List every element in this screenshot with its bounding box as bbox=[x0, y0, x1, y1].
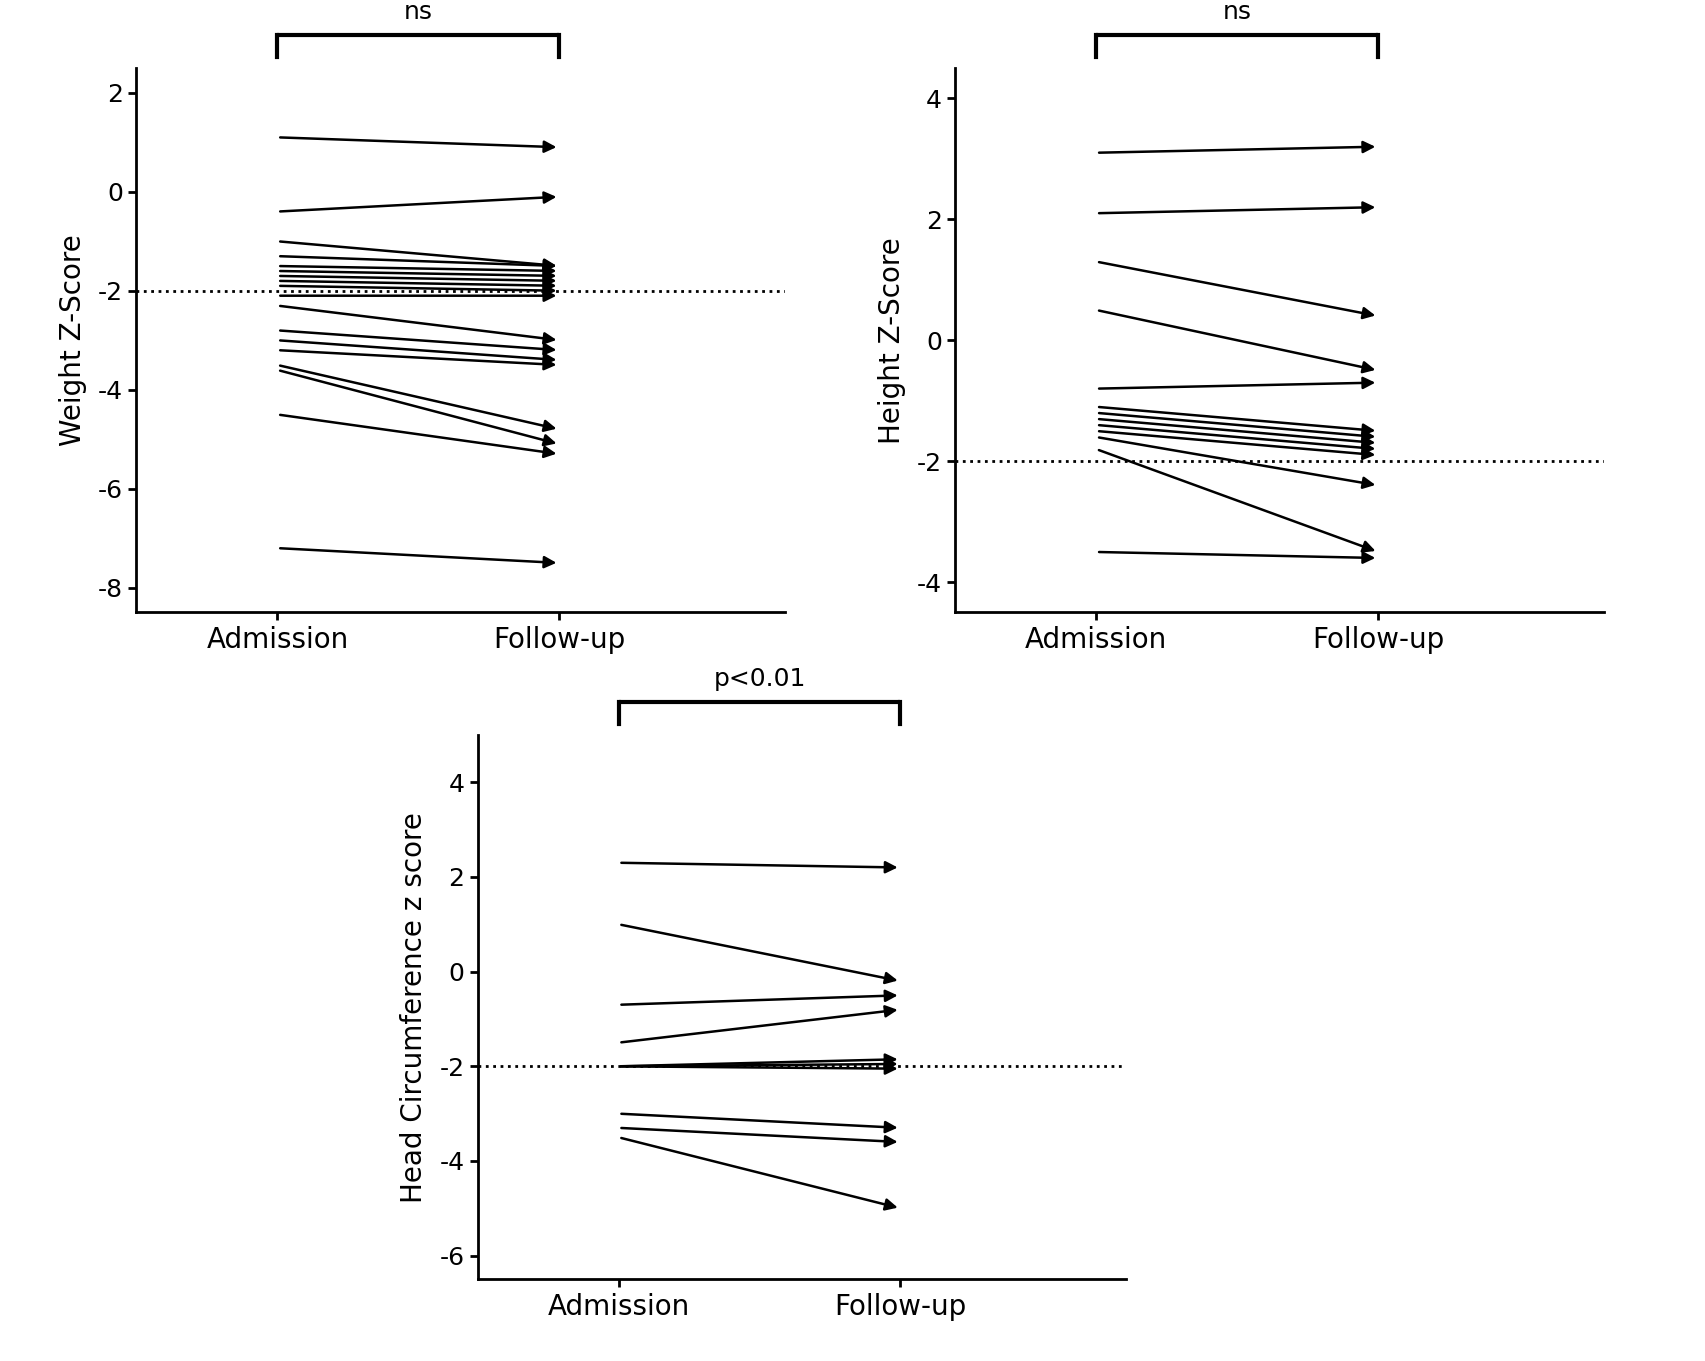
Y-axis label: Head Circumference z score: Head Circumference z score bbox=[401, 811, 428, 1203]
Text: p<0.01: p<0.01 bbox=[713, 667, 805, 691]
Y-axis label: Height Z-Score: Height Z-Score bbox=[878, 237, 905, 444]
Text: ns: ns bbox=[1222, 0, 1251, 24]
Y-axis label: Weight Z-Score: Weight Z-Score bbox=[60, 234, 87, 446]
Text: ns: ns bbox=[404, 0, 433, 24]
